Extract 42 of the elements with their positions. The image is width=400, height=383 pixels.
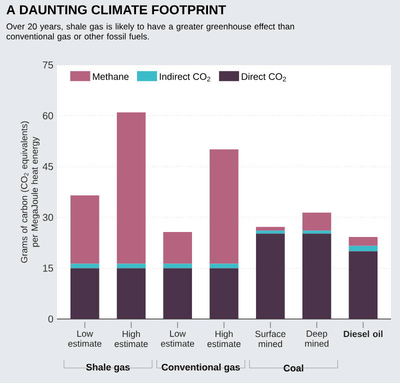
y-tick-label: 60 (42, 112, 54, 120)
y-tick-label: 45 (42, 163, 54, 170)
chart-title: A DAUNTING CLIMATE FOOTPRINT (6, 5, 226, 14)
text: Shale gas (86, 364, 130, 372)
x-tick-label: High estimate (114, 330, 148, 348)
x-tick-label: Deep mined (305, 330, 328, 347)
bar (163, 264, 192, 268)
bar (302, 234, 332, 319)
y-tick-label: 0 (48, 315, 54, 323)
bar (302, 212, 332, 231)
bar (70, 195, 100, 264)
bar (163, 268, 192, 319)
bar (210, 149, 238, 264)
y-tick-label: 30 (42, 214, 54, 221)
x-tick-label: High estimate (207, 330, 241, 348)
legend-label: Indirect CO$_{2}$ (160, 72, 210, 82)
x-tick-label: Diesel oil (344, 330, 382, 338)
bar (256, 230, 285, 234)
bar (70, 264, 100, 268)
y-tick-label: 75 (42, 62, 54, 68)
x-tick-label: Low estimate (161, 330, 194, 347)
text: Conventional gas (162, 364, 240, 372)
y-tick-label: 15 (43, 264, 54, 272)
bar (116, 264, 146, 268)
bar (210, 264, 238, 268)
bar (348, 251, 378, 319)
bar (210, 268, 238, 319)
bar (116, 268, 146, 319)
text: Coal (284, 364, 304, 372)
x-tick-label: Surface mined (255, 330, 286, 348)
bar (116, 112, 146, 264)
bar (256, 226, 285, 231)
bar (70, 268, 100, 319)
legend-label: Direct CO$_{2}$ (242, 72, 286, 82)
bar (302, 230, 332, 234)
bar (348, 246, 378, 252)
bar (348, 237, 378, 246)
legend-label: Methane (92, 72, 129, 80)
x-tick-label: Low estimate (68, 330, 102, 347)
bar (163, 232, 192, 264)
chart-subtitle: Over 20 years, shale gas is likely to have a greater greenhouse effect than conventional gas or other fossil fuels. (6, 23, 294, 42)
bar (256, 234, 285, 319)
